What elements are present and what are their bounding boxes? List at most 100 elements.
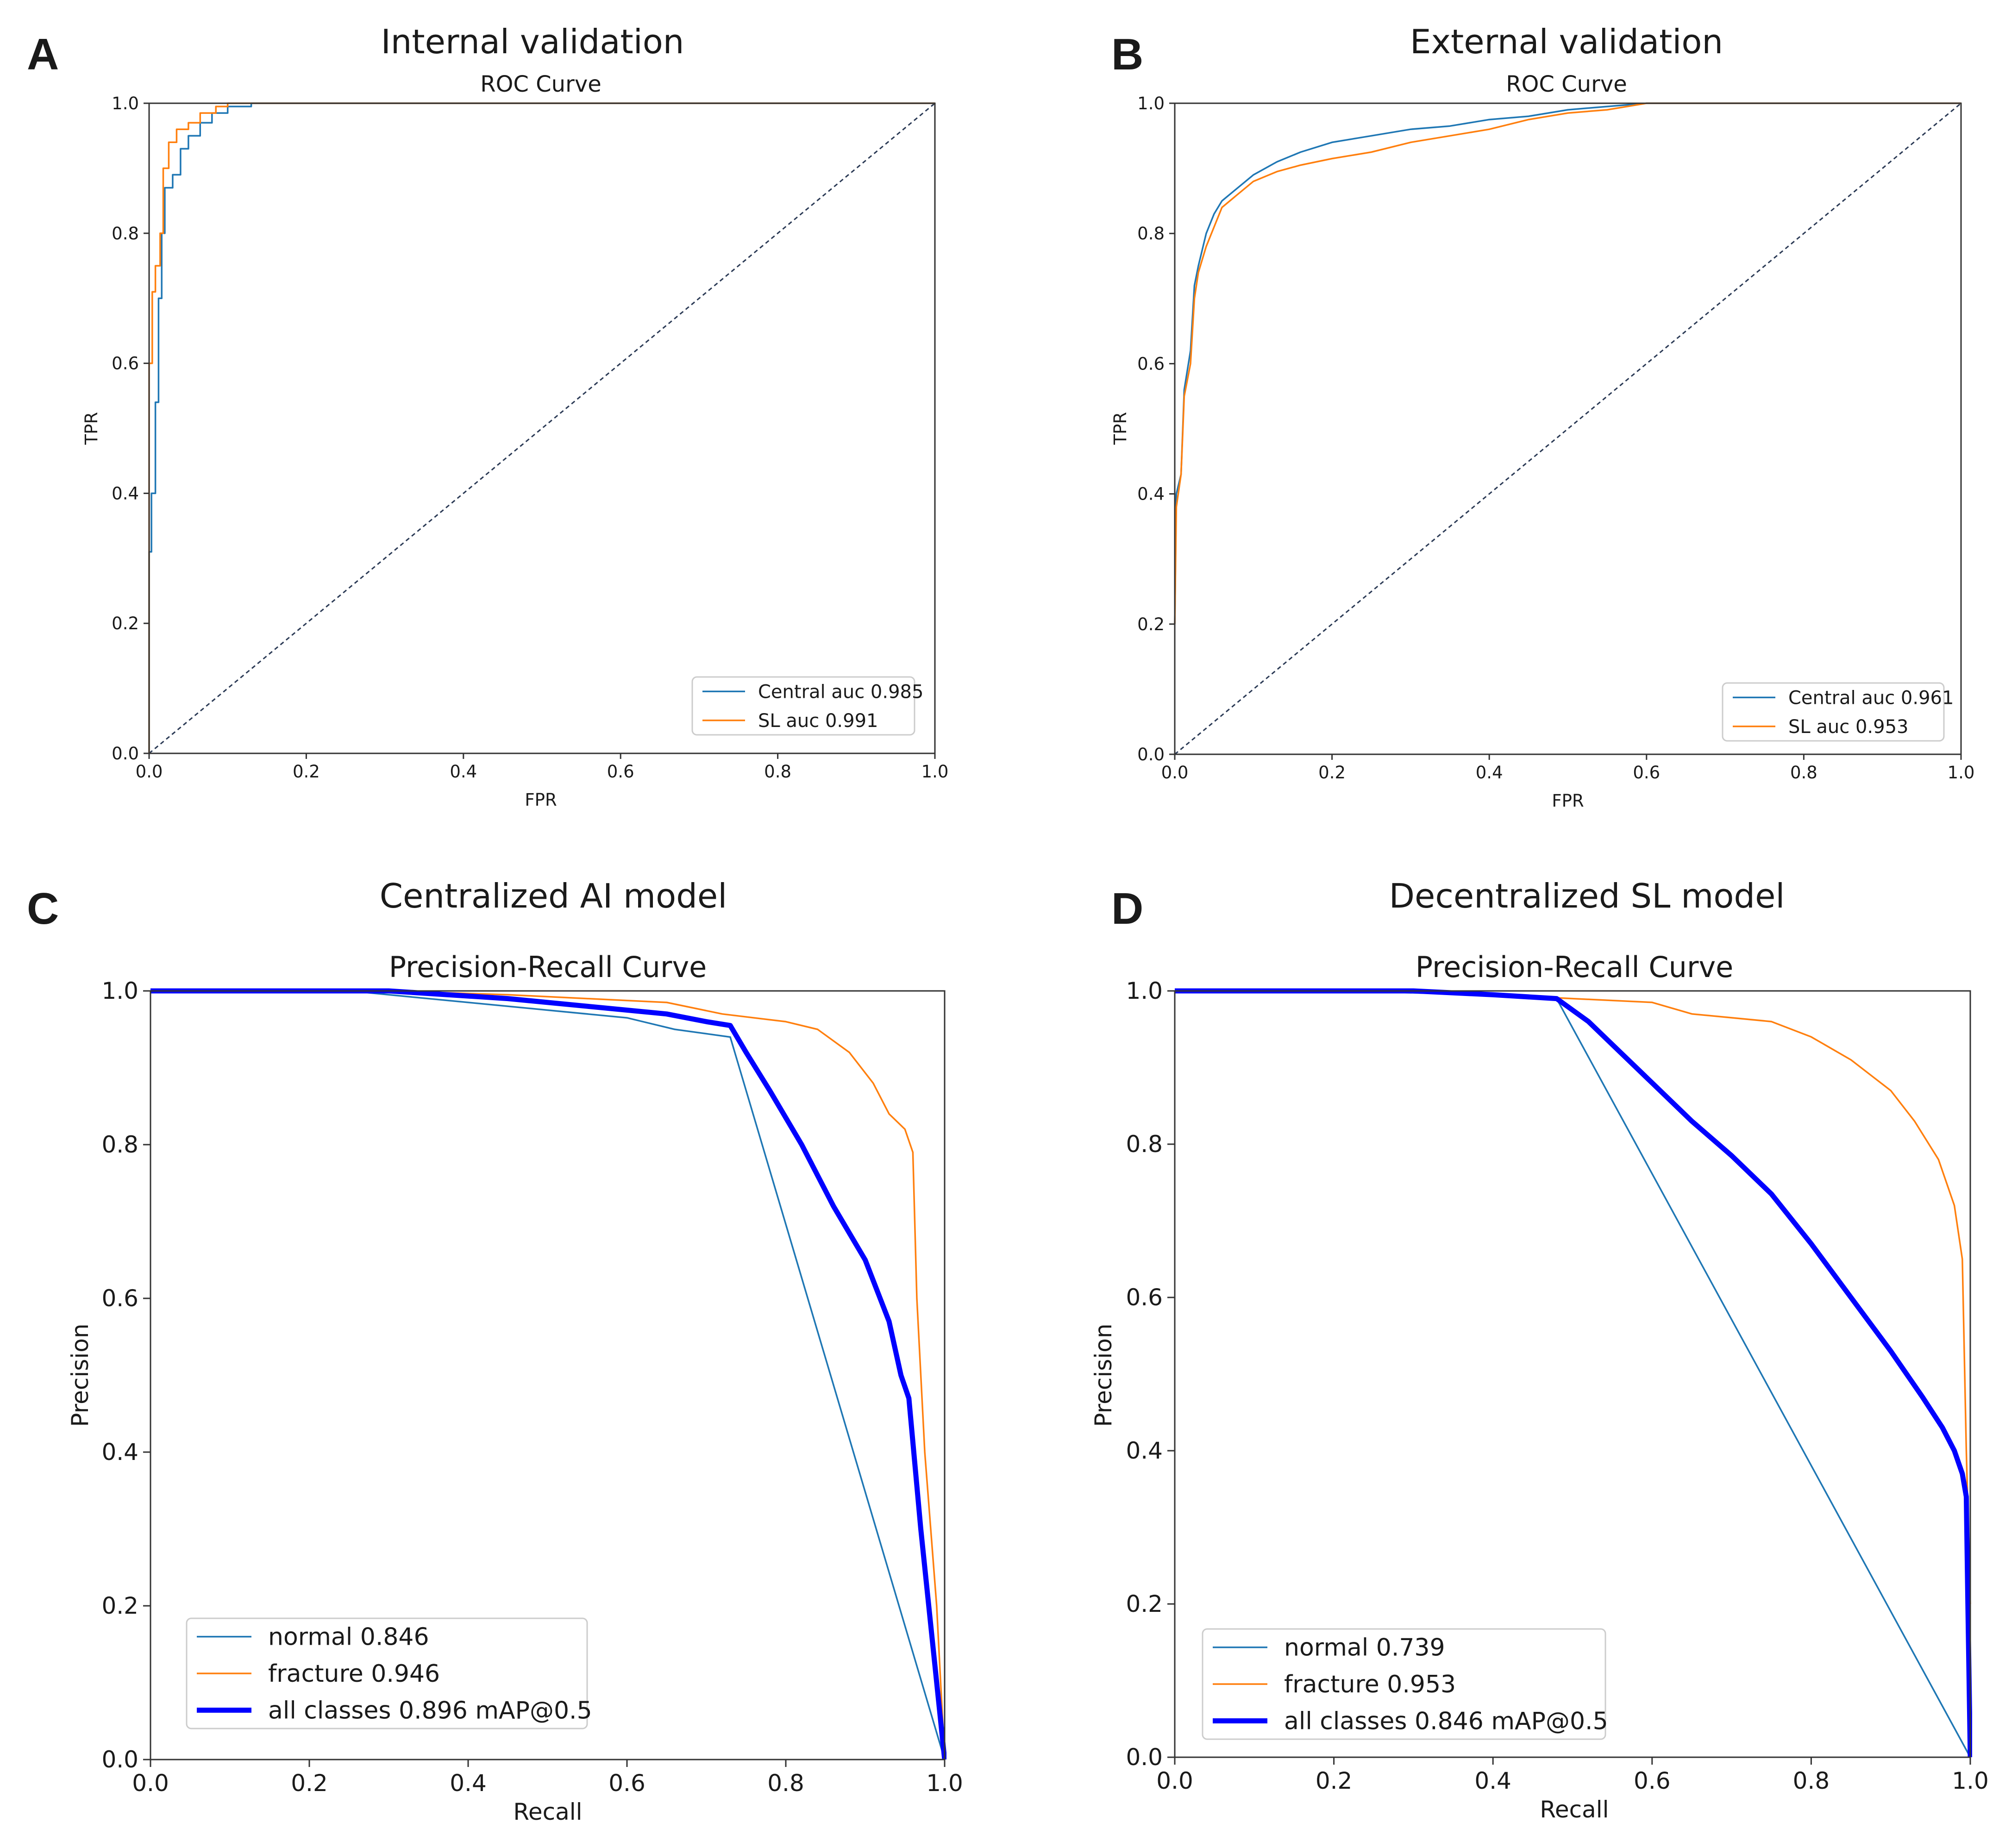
x-tick-label: 0.8 [1790,763,1817,783]
series-line-0 [1174,102,1961,624]
y-tick-label: 0.0 [101,1746,138,1773]
x-tick-label: 1.0 [921,762,949,782]
x-axis-label: FPR [1552,791,1584,811]
x-tick-label: 0.6 [608,1770,645,1797]
x-tick-label: 0.2 [293,762,320,782]
y-tick-label: 1.0 [112,94,139,113]
x-tick-label: 0.6 [1633,763,1660,783]
y-tick-label: 0.2 [101,1592,138,1619]
x-tick-label: 0.4 [1474,1767,1511,1794]
legend: normal 0.846 fracture 0.946 all classes 0.… [186,1617,592,1729]
axes-frame [150,990,946,1760]
series-line-2 [150,988,946,1760]
x-tick-label: 0.0 [1156,1767,1193,1794]
x-tick-label: 0.4 [450,1770,487,1797]
x-tick-label: 0.2 [291,1770,328,1797]
axes-frame [1174,102,1962,755]
x-tick-label: 0.2 [1318,763,1346,783]
x-tick-label: 0.6 [607,762,634,782]
panel-letter: B [1111,30,1143,79]
y-tick-label: 0.4 [112,483,139,503]
chart-suptitle: External validation [1410,22,1723,61]
y-tick-label: 0.4 [101,1439,138,1466]
y-tick-label: 0.2 [112,614,139,633]
legend-box [186,1617,588,1729]
x-axis-label: FPR [525,790,557,810]
series-line-1 [1175,990,1971,1604]
y-tick-label: 0.8 [101,1131,138,1158]
legend-entry: SL auc 0.991 [758,710,878,732]
x-tick-label: 1.0 [1948,763,1975,783]
panel-c: C Centralized AI model Precision-Recall Cu… [27,877,963,1825]
y-axis-label: Precision [67,1323,94,1427]
panel-a: A Internal validation ROC Curve 0.0 0.2 0.4 0.… [27,22,948,810]
x-tick-label: 0.8 [764,762,791,782]
series-line-1 [148,102,935,753]
x-axis-label: Recall [1540,1796,1609,1823]
y-tick-label: 0.6 [101,1285,138,1312]
x-tick-label: 0.4 [450,762,477,782]
series-line-2 [1175,988,1972,1758]
y-tick-label: 0.6 [112,354,139,374]
chart-suptitle: Centralized AI model [380,877,727,915]
y-tick-label: 1.0 [1137,94,1165,113]
legend: normal 0.739 fracture 0.953 all classes 0.… [1202,1628,1608,1740]
legend-box [691,676,915,736]
legend-entry: SL auc 0.953 [1788,716,1908,738]
y-axis-label: Precision [1090,1323,1117,1427]
x-axis-label: Recall [513,1798,582,1825]
series-line-0 [148,102,935,753]
legend-entry: normal 0.739 [1284,1634,1445,1662]
y-tick-label: 0.6 [1137,354,1165,374]
legend-entry: normal 0.846 [268,1623,429,1651]
y-tick-label: 1.0 [101,977,138,1004]
legend-entry: fracture 0.953 [1284,1671,1456,1698]
y-tick-label: 0.4 [1137,484,1165,504]
y-tick-label: 0.2 [1126,1591,1163,1617]
legend: Central auc 0.961 SL auc 0.953 [1722,682,1954,742]
y-tick-label: 0.0 [112,744,139,764]
y-tick-label: 0.0 [1137,745,1165,764]
chart-title: ROC Curve [1506,71,1627,97]
panel-letter: A [27,30,59,79]
legend-box [1722,682,1945,742]
x-tick-label: 0.2 [1316,1767,1353,1794]
x-tick-label: 0.0 [1161,763,1189,783]
y-tick-label: 0.0 [1126,1744,1163,1771]
chart-title: Precision-Recall Curve [1416,950,1734,984]
y-axis-label: TPR [1110,412,1130,445]
x-tick-label: 0.6 [1634,1767,1671,1794]
axes-frame [148,102,936,754]
series-line-1 [150,990,946,1760]
axes-frame [1174,990,1971,1758]
panel-b: B External validation ROC Curve 0.0 0.2 0.4 0.… [1110,22,1974,811]
x-tick-label: 1.0 [926,1770,963,1797]
y-tick-label: 0.4 [1126,1437,1163,1464]
legend-entry: Central auc 0.961 [1788,687,1954,708]
x-tick-label: 1.0 [1952,1767,1989,1794]
x-tick-label: 0.0 [132,1770,169,1797]
legend: Central auc 0.985 SL auc 0.991 [691,676,923,736]
series-line-1 [1174,102,1961,624]
y-tick-label: 0.8 [1137,224,1165,244]
panel-letter: D [1111,884,1143,933]
x-tick-label: 0.4 [1476,763,1503,783]
legend-box [1202,1628,1606,1740]
y-tick-label: 1.0 [1126,977,1163,1004]
y-tick-label: 0.6 [1126,1284,1163,1311]
x-tick-label: 0.8 [767,1770,804,1797]
chart-suptitle: Decentralized SL model [1389,877,1785,915]
legend-entry: fracture 0.946 [268,1660,440,1688]
legend-entry: Central auc 0.985 [758,681,923,702]
y-axis-label: TPR [81,412,101,445]
panel-letter: C [27,884,59,933]
x-tick-label: 0.8 [1793,1767,1830,1794]
y-tick-label: 0.8 [1126,1131,1163,1158]
panel-d: D Decentralized SL model Precision-Recall … [1090,877,1989,1823]
y-tick-label: 0.2 [1137,614,1165,634]
chart-title: ROC Curve [480,71,602,97]
legend-entry: all classes 0.896 mAP@0.5 [268,1697,592,1724]
y-tick-label: 0.8 [112,224,139,244]
